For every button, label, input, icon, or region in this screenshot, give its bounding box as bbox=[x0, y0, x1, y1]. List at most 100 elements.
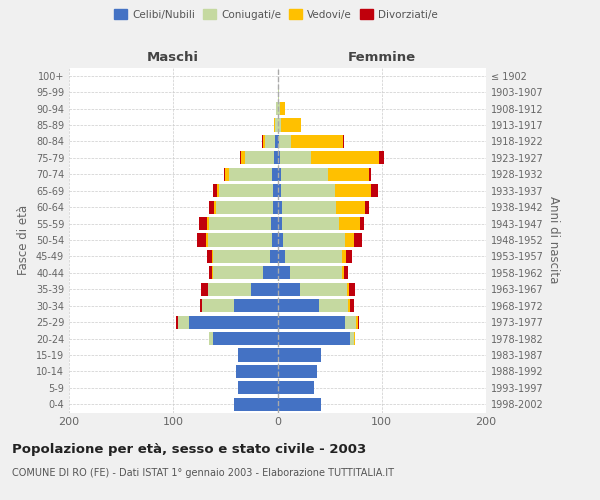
Bar bbox=[219, 184, 274, 198]
Bar bbox=[277, 250, 285, 263]
Text: COMUNE DI RO (FE) - Dati ISTAT 1° gennaio 2003 - Elaborazione TUTTITALIA.IT: COMUNE DI RO (FE) - Dati ISTAT 1° gennai… bbox=[12, 468, 394, 477]
Bar bbox=[263, 135, 265, 148]
Bar bbox=[274, 118, 275, 132]
Bar bbox=[342, 250, 346, 263]
Bar bbox=[212, 266, 213, 280]
Bar bbox=[199, 217, 206, 230]
Bar bbox=[277, 316, 345, 328]
Bar bbox=[262, 135, 263, 148]
Bar bbox=[278, 135, 291, 148]
Bar bbox=[342, 266, 344, 280]
Bar bbox=[371, 184, 377, 198]
Bar bbox=[277, 86, 278, 98]
Bar bbox=[336, 200, 365, 213]
Bar bbox=[311, 152, 379, 164]
Bar bbox=[212, 250, 213, 263]
Bar bbox=[277, 299, 319, 312]
Bar bbox=[353, 234, 362, 246]
Bar bbox=[270, 250, 277, 263]
Bar bbox=[281, 184, 335, 198]
Bar bbox=[347, 282, 349, 296]
Bar bbox=[281, 168, 328, 181]
Bar bbox=[189, 316, 277, 328]
Bar bbox=[358, 316, 359, 328]
Bar bbox=[277, 217, 281, 230]
Text: Maschi: Maschi bbox=[147, 51, 199, 64]
Bar bbox=[234, 398, 277, 411]
Bar bbox=[280, 152, 311, 164]
Bar bbox=[343, 135, 344, 148]
Bar bbox=[277, 118, 281, 132]
Bar bbox=[213, 332, 277, 345]
Bar bbox=[213, 250, 270, 263]
Bar bbox=[178, 316, 189, 328]
Bar bbox=[360, 217, 364, 230]
Bar bbox=[200, 299, 202, 312]
Bar bbox=[277, 168, 281, 181]
Bar bbox=[346, 250, 352, 263]
Bar bbox=[281, 118, 301, 132]
Bar bbox=[229, 168, 272, 181]
Bar bbox=[281, 200, 336, 213]
Bar bbox=[240, 152, 241, 164]
Bar bbox=[226, 168, 229, 181]
Bar bbox=[202, 282, 208, 296]
Bar bbox=[265, 135, 275, 148]
Bar bbox=[275, 118, 277, 132]
Bar bbox=[277, 348, 321, 362]
Bar bbox=[197, 234, 206, 246]
Text: Femmine: Femmine bbox=[347, 51, 416, 64]
Bar bbox=[209, 200, 214, 213]
Bar bbox=[350, 299, 353, 312]
Bar bbox=[238, 348, 277, 362]
Bar bbox=[283, 234, 345, 246]
Bar bbox=[208, 282, 251, 296]
Bar bbox=[213, 184, 217, 198]
Bar bbox=[277, 332, 350, 345]
Y-axis label: Fasce di età: Fasce di età bbox=[17, 205, 30, 275]
Bar bbox=[379, 152, 384, 164]
Bar bbox=[349, 299, 350, 312]
Bar bbox=[176, 316, 178, 328]
Bar bbox=[208, 234, 272, 246]
Bar bbox=[277, 365, 317, 378]
Bar bbox=[277, 135, 278, 148]
Bar bbox=[277, 266, 290, 280]
Bar bbox=[217, 184, 219, 198]
Bar bbox=[301, 282, 347, 296]
Bar bbox=[281, 217, 339, 230]
Bar bbox=[241, 152, 245, 164]
Bar bbox=[272, 168, 277, 181]
Bar bbox=[277, 102, 280, 115]
Bar bbox=[263, 266, 277, 280]
Bar bbox=[214, 200, 216, 213]
Bar bbox=[234, 299, 277, 312]
Bar bbox=[280, 102, 285, 115]
Bar bbox=[339, 217, 360, 230]
Bar bbox=[349, 282, 355, 296]
Bar bbox=[345, 234, 353, 246]
Bar bbox=[238, 382, 277, 394]
Bar bbox=[291, 135, 343, 148]
Bar bbox=[209, 266, 212, 280]
Bar bbox=[274, 200, 277, 213]
Bar bbox=[271, 217, 277, 230]
Y-axis label: Anni di nascita: Anni di nascita bbox=[547, 196, 560, 284]
Bar bbox=[236, 365, 277, 378]
Text: Popolazione per età, sesso e stato civile - 2003: Popolazione per età, sesso e stato civil… bbox=[12, 442, 366, 456]
Bar bbox=[365, 200, 369, 213]
Bar bbox=[285, 250, 342, 263]
Bar bbox=[277, 152, 280, 164]
Bar bbox=[344, 266, 349, 280]
Bar bbox=[353, 332, 355, 345]
Bar bbox=[277, 184, 281, 198]
Bar bbox=[328, 168, 369, 181]
Bar bbox=[224, 168, 226, 181]
Bar bbox=[272, 234, 277, 246]
Bar bbox=[209, 332, 213, 345]
Bar bbox=[345, 316, 356, 328]
Bar bbox=[216, 200, 274, 213]
Bar bbox=[277, 398, 321, 411]
Bar bbox=[274, 184, 277, 198]
Bar bbox=[277, 282, 301, 296]
